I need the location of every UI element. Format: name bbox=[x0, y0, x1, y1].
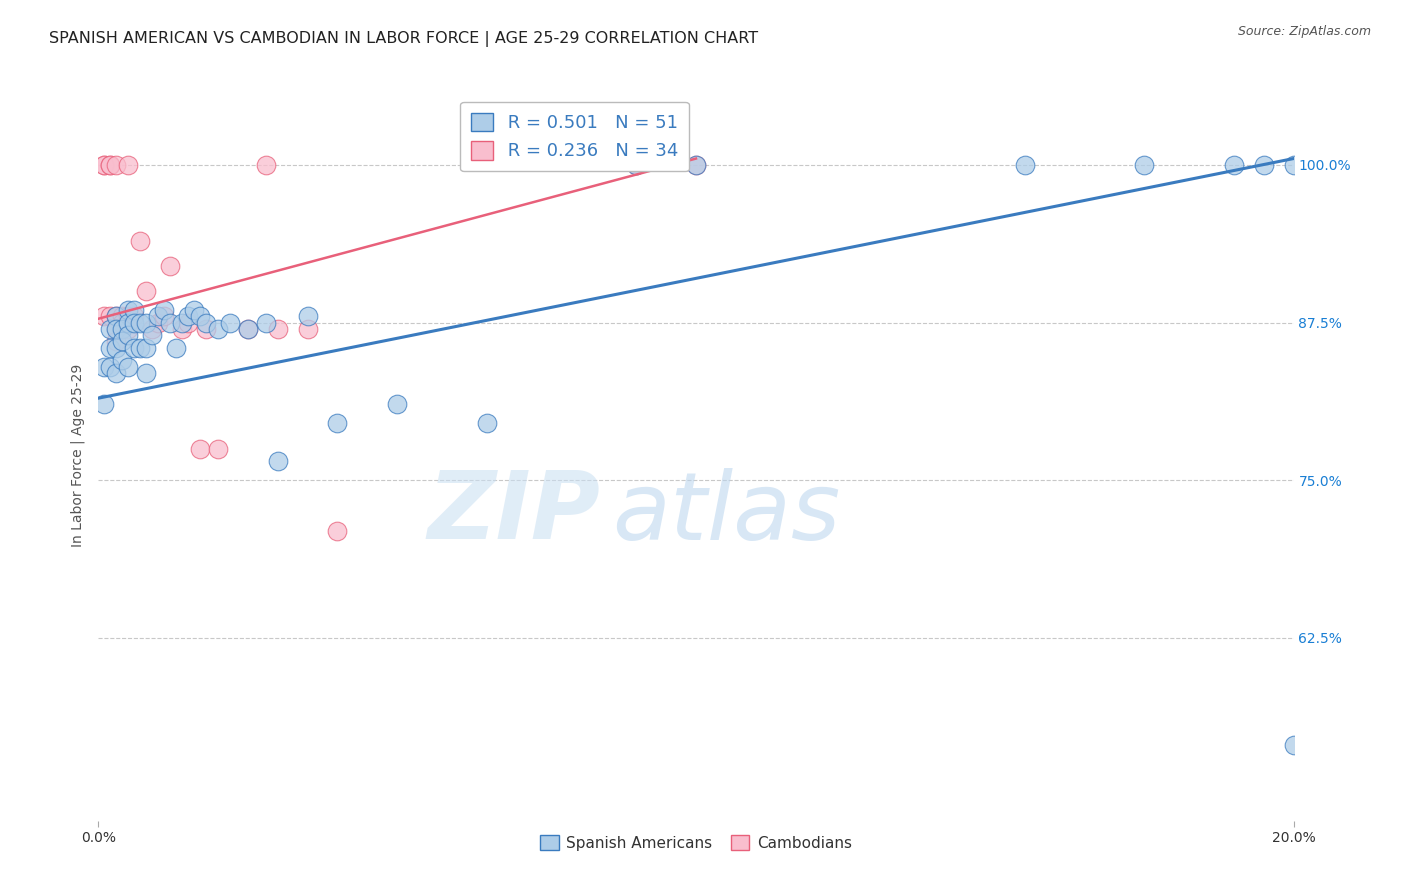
Point bbox=[172, 316, 194, 330]
Point bbox=[626, 158, 648, 172]
Point bbox=[236, 322, 259, 336]
Point bbox=[117, 316, 139, 330]
Point bbox=[98, 309, 122, 323]
Point bbox=[93, 359, 115, 374]
Point bbox=[177, 316, 200, 330]
Point bbox=[117, 359, 139, 374]
Point bbox=[105, 334, 128, 349]
Point bbox=[117, 158, 139, 172]
Point bbox=[105, 322, 128, 336]
Point bbox=[159, 316, 181, 330]
Point bbox=[135, 366, 157, 380]
Point bbox=[111, 316, 134, 330]
Point bbox=[129, 316, 152, 330]
Point bbox=[267, 322, 290, 336]
Y-axis label: In Labor Force | Age 25-29: In Labor Force | Age 25-29 bbox=[70, 363, 84, 547]
Point bbox=[117, 322, 139, 336]
Point bbox=[117, 309, 139, 323]
Point bbox=[326, 417, 349, 431]
Point bbox=[105, 309, 128, 323]
Point bbox=[219, 316, 242, 330]
Point bbox=[172, 322, 194, 336]
Point bbox=[195, 316, 218, 330]
Point bbox=[188, 309, 211, 323]
Point bbox=[188, 442, 211, 456]
Point bbox=[117, 328, 139, 343]
Point bbox=[141, 328, 163, 343]
Text: Source: ZipAtlas.com: Source: ZipAtlas.com bbox=[1237, 25, 1371, 38]
Point bbox=[1223, 158, 1246, 172]
Point bbox=[111, 309, 134, 323]
Point bbox=[111, 353, 134, 368]
Point bbox=[165, 341, 187, 355]
Point bbox=[236, 322, 259, 336]
Text: SPANISH AMERICAN VS CAMBODIAN IN LABOR FORCE | AGE 25-29 CORRELATION CHART: SPANISH AMERICAN VS CAMBODIAN IN LABOR F… bbox=[49, 31, 758, 47]
Point bbox=[1282, 158, 1305, 172]
Point bbox=[1014, 158, 1036, 172]
Point bbox=[1282, 738, 1305, 752]
Legend: Spanish Americans, Cambodians: Spanish Americans, Cambodians bbox=[534, 829, 858, 857]
Point bbox=[254, 158, 277, 172]
Point bbox=[326, 524, 349, 538]
Point bbox=[183, 302, 205, 317]
Point bbox=[297, 322, 319, 336]
Point bbox=[111, 322, 134, 336]
Point bbox=[153, 309, 176, 323]
Point bbox=[105, 158, 128, 172]
Point bbox=[297, 309, 319, 323]
Point bbox=[207, 442, 229, 456]
Point bbox=[98, 158, 122, 172]
Point bbox=[148, 309, 170, 323]
Point bbox=[135, 284, 157, 298]
Point bbox=[195, 322, 218, 336]
Point bbox=[254, 316, 277, 330]
Point bbox=[141, 322, 163, 336]
Point bbox=[105, 322, 128, 336]
Point bbox=[98, 341, 122, 355]
Point bbox=[105, 341, 128, 355]
Point bbox=[135, 316, 157, 330]
Point bbox=[129, 341, 152, 355]
Point bbox=[153, 302, 176, 317]
Point bbox=[135, 341, 157, 355]
Point bbox=[159, 259, 181, 273]
Text: atlas: atlas bbox=[613, 468, 841, 559]
Point bbox=[93, 397, 115, 411]
Point bbox=[111, 334, 134, 349]
Point bbox=[105, 366, 128, 380]
Point bbox=[98, 158, 122, 172]
Text: ZIP: ZIP bbox=[427, 467, 600, 559]
Point bbox=[105, 309, 128, 323]
Point bbox=[117, 302, 139, 317]
Point bbox=[124, 341, 146, 355]
Point bbox=[177, 309, 200, 323]
Point bbox=[685, 158, 707, 172]
Point bbox=[93, 158, 115, 172]
Point bbox=[385, 397, 409, 411]
Point bbox=[685, 158, 707, 172]
Point bbox=[1253, 158, 1275, 172]
Point bbox=[124, 309, 146, 323]
Point bbox=[267, 454, 290, 468]
Point bbox=[124, 316, 146, 330]
Point bbox=[129, 234, 152, 248]
Point bbox=[207, 322, 229, 336]
Point bbox=[98, 322, 122, 336]
Point bbox=[98, 359, 122, 374]
Point bbox=[475, 417, 498, 431]
Point bbox=[124, 302, 146, 317]
Point bbox=[93, 158, 115, 172]
Point bbox=[626, 158, 648, 172]
Point bbox=[1133, 158, 1156, 172]
Point bbox=[148, 316, 170, 330]
Point bbox=[93, 309, 115, 323]
